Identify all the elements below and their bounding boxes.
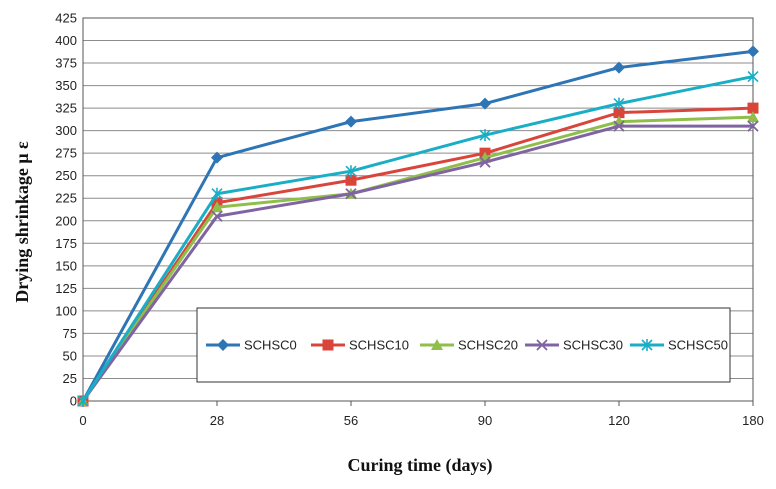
y-axis-title: Drying shrinkage μ ε	[12, 141, 32, 303]
data-point-schsc50	[747, 70, 759, 83]
data-point-schsc50	[479, 129, 491, 142]
data-point-schsc10	[747, 102, 759, 114]
legend-marker-schsc0	[217, 339, 229, 351]
y-tick-label: 25	[63, 371, 77, 386]
x-tick-label: 28	[210, 413, 224, 428]
data-point-schsc0	[345, 115, 357, 128]
series-line-schsc50	[81, 75, 754, 402]
legend-label: SCHSC50	[668, 338, 728, 353]
series-line-schsc10	[81, 106, 754, 402]
axes	[82, 17, 754, 402]
data-point-schsc0	[613, 61, 625, 74]
y-tick-label: 400	[55, 33, 77, 48]
plot-area-border	[82, 17, 754, 402]
y-tick-label: 100	[55, 303, 77, 318]
y-tick-label: 50	[63, 348, 77, 363]
series-schsc50	[77, 70, 759, 407]
y-tick-label: 325	[55, 101, 77, 116]
legend-item-schsc0: SCHSC0	[206, 338, 297, 353]
legend-marker-schsc30	[536, 339, 548, 351]
data-point-schsc20	[211, 201, 223, 213]
data-point-schsc30	[345, 188, 357, 200]
series-schsc0	[77, 45, 759, 407]
data-point-schsc20	[747, 111, 759, 123]
y-tick-label: 150	[55, 258, 77, 273]
y-tick-label: 200	[55, 213, 77, 228]
legend-item-schsc20: SCHSC20	[420, 338, 518, 353]
legend-label: SCHSC10	[349, 338, 409, 353]
data-point-schsc50	[211, 187, 223, 200]
data-point-schsc10	[345, 174, 357, 186]
x-axis-ticks: 0 28 56 90 120 180	[79, 401, 764, 428]
data-point-schsc30	[613, 120, 625, 132]
series-layer	[77, 45, 759, 407]
y-tick-label: 350	[55, 78, 77, 93]
series-line-schsc0	[81, 49, 754, 402]
y-tick-label: 425	[55, 11, 77, 26]
legend-item-schsc30: SCHSC30	[525, 338, 623, 353]
data-point-schsc50	[77, 395, 89, 407]
legend-item-schsc50: SCHSC50	[630, 338, 728, 353]
x-tick-label: 90	[478, 413, 492, 428]
y-tick-label: 75	[63, 326, 77, 341]
data-point-schsc50	[613, 97, 625, 110]
legend-label: SCHSC30	[563, 338, 623, 353]
data-point-schsc30	[211, 210, 223, 222]
x-tick-label: 180	[742, 413, 764, 428]
data-point-schsc30	[747, 120, 759, 132]
x-tick-label: 120	[608, 413, 630, 428]
y-tick-label: 175	[55, 236, 77, 251]
legend-label: SCHSC20	[458, 338, 518, 353]
x-tick-label: 56	[344, 413, 358, 428]
y-tick-label: 0	[70, 394, 77, 409]
data-point-schsc0	[479, 97, 491, 110]
legend: SCHSC0 SCHSC10 SCHSC20 SCHSC30 SCHSC50	[196, 307, 731, 383]
y-tick-label: 275	[55, 146, 77, 161]
data-point-schsc30	[479, 156, 491, 168]
legend-marker-schsc20	[431, 339, 443, 350]
legend-label: SCHSC0	[244, 338, 297, 353]
data-point-schsc0	[747, 45, 759, 58]
y-tick-label: 225	[55, 191, 77, 206]
x-tick-label: 0	[79, 413, 86, 428]
series-line-schsc20	[81, 115, 754, 402]
y-tick-label: 250	[55, 168, 77, 183]
data-point-schsc10	[613, 107, 625, 119]
data-point-schsc50	[345, 165, 357, 178]
y-axis-ticks: 0 25 50 75 100 125 150 175 200 225 250 275 300 325 350…	[55, 11, 77, 409]
legend-marker-schsc50	[641, 339, 653, 351]
y-tick-label: 125	[55, 281, 77, 296]
series-line-schsc30	[81, 124, 753, 402]
legend-marker-schsc10	[322, 339, 334, 351]
x-axis-title: Curing time (days)	[348, 455, 493, 476]
data-point-schsc0	[211, 151, 223, 164]
y-tick-label: 375	[55, 56, 77, 71]
y-tick-label: 300	[55, 123, 77, 138]
legend-item-schsc10: SCHSC10	[311, 338, 409, 353]
